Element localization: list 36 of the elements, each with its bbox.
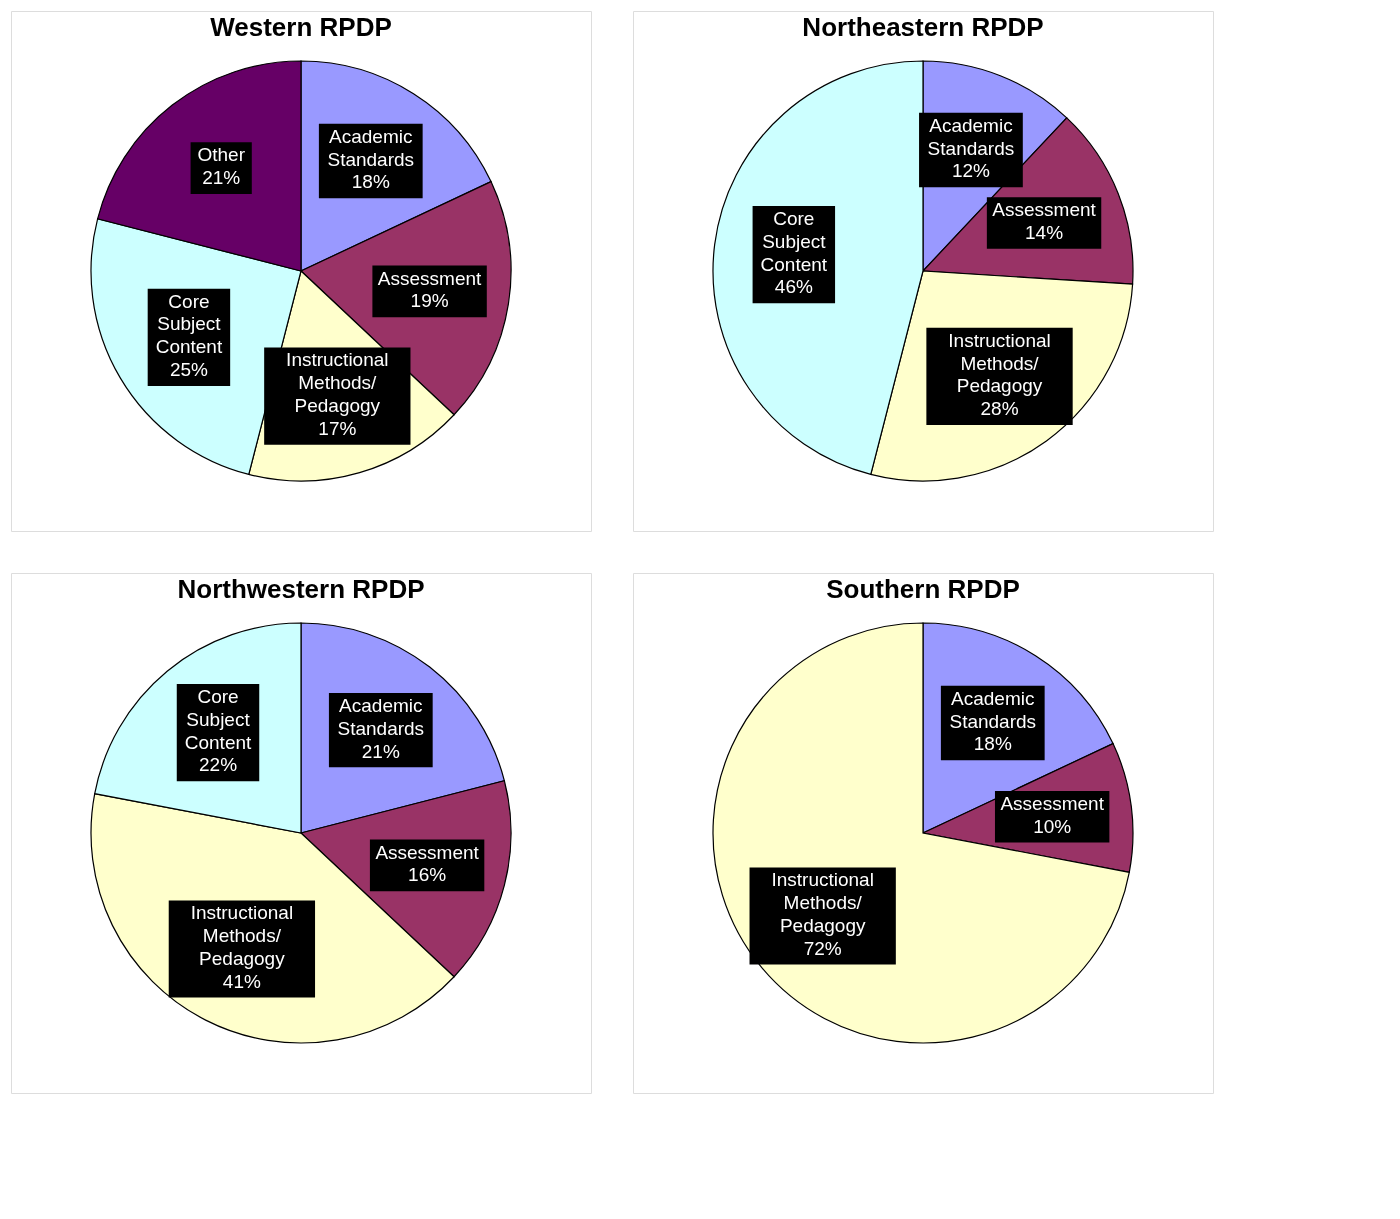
slice-label: Assessment [992, 199, 1097, 221]
slice-label: Core Subject Content [155, 290, 223, 358]
chart-title: Northwestern RPDP [177, 574, 425, 604]
slice-label: Instructional Methods/ Pedagogy [190, 902, 294, 970]
data-label: 28% [980, 398, 1019, 420]
data-label: 18% [973, 733, 1012, 755]
slice-label: Core Subject Content [760, 208, 828, 275]
slice-label: Instructional Methods/ Pedagogy [286, 349, 389, 417]
data-label: 18% [351, 171, 390, 193]
data-label: 19% [410, 290, 449, 312]
slice-label: Academic Standards [927, 114, 1015, 159]
data-label: 25% [169, 359, 209, 381]
data-label: 16% [408, 864, 447, 886]
slice-label: Academic Standards [337, 694, 425, 739]
data-label: 17% [318, 417, 357, 439]
slice-label: Instructional Methods/ Pedagogy [948, 329, 1051, 397]
data-label: 72% [803, 937, 842, 959]
slice-label: Academic Standards [327, 125, 415, 170]
chart-title: Southern RPDP [826, 574, 1020, 604]
slice-label: Assessment [377, 267, 483, 289]
data-label: 12% [951, 160, 991, 182]
data-label: 14% [1025, 222, 1064, 244]
slice-label: Assessment [1000, 792, 1105, 814]
slice-label: Instructional Methods/ Pedagogy [771, 869, 874, 936]
data-label: 46% [774, 276, 813, 298]
data-label: 10% [1033, 815, 1072, 837]
slice-label: Academic Standards [949, 687, 1037, 732]
slice-label: Core Subject Content [184, 686, 252, 753]
chart-title: Northeastern RPDP [802, 12, 1044, 42]
data-label: 21% [361, 740, 400, 762]
slice-label: Assessment [375, 841, 480, 863]
chart-title: Western RPDP [210, 12, 392, 42]
data-label: 41% [222, 970, 262, 992]
data-label: 21% [202, 167, 241, 189]
slice-label: Other [197, 144, 246, 166]
data-label: 22% [198, 754, 238, 776]
